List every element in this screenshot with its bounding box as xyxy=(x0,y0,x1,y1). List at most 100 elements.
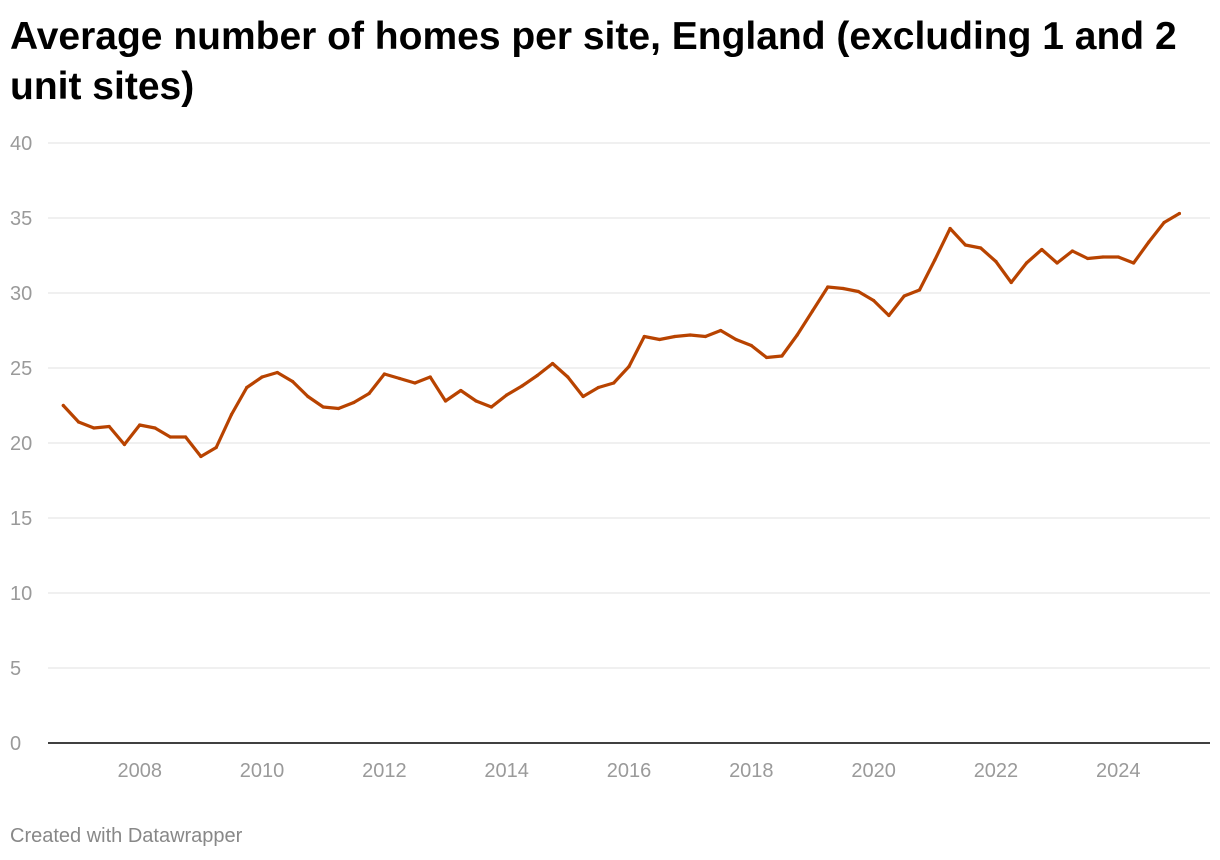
data-point xyxy=(275,370,279,375)
data-point xyxy=(642,334,646,339)
data-point xyxy=(306,394,310,399)
data-point xyxy=(566,375,570,379)
data-point xyxy=(489,405,493,409)
data-point xyxy=(184,435,188,439)
data-point xyxy=(1024,261,1029,265)
x-tick-label: 2024 xyxy=(1096,760,1141,782)
data-point xyxy=(948,226,952,231)
data-point xyxy=(1101,255,1105,259)
data-point xyxy=(413,381,417,385)
x-tick-label: 2012 xyxy=(362,760,407,782)
data-point xyxy=(657,337,662,342)
data-point xyxy=(872,298,876,303)
data-point xyxy=(550,361,555,366)
data-point xyxy=(260,375,264,379)
data-point xyxy=(917,288,922,292)
data-point xyxy=(933,258,937,262)
data-point xyxy=(352,400,356,405)
x-tick-label: 2008 xyxy=(117,760,162,782)
data-point xyxy=(902,294,906,298)
y-tick-label: 35 xyxy=(10,208,32,230)
data-point xyxy=(107,424,111,429)
data-point xyxy=(398,376,402,381)
data-point xyxy=(596,385,601,390)
y-tick-label: 20 xyxy=(10,433,32,455)
x-tick-label: 2014 xyxy=(484,760,529,782)
data-point xyxy=(474,399,478,403)
credit-footer: Created with Datawrapper xyxy=(10,825,243,847)
data-point xyxy=(199,454,203,459)
data-point xyxy=(229,412,234,417)
data-point xyxy=(795,333,799,337)
x-tick-label: 2016 xyxy=(607,760,652,782)
data-point xyxy=(505,393,509,397)
data-point xyxy=(1055,261,1059,265)
data-point xyxy=(1131,261,1136,265)
chart-title: Average number of homes per site, Englan… xyxy=(10,15,1177,108)
data-point xyxy=(1009,280,1013,285)
data-point xyxy=(122,442,127,447)
data-point xyxy=(1040,247,1044,252)
data-point xyxy=(1116,255,1120,259)
data-point xyxy=(841,286,845,291)
data-point xyxy=(168,435,172,439)
data-point xyxy=(92,426,96,430)
data-point xyxy=(749,343,753,348)
data-point xyxy=(719,328,723,333)
x-tick-label: 2010 xyxy=(240,760,285,782)
data-point xyxy=(153,426,157,430)
y-tick-label: 15 xyxy=(10,508,32,530)
gridlines xyxy=(48,142,1210,669)
y-axis-ticks: 0 5 10 15 20 25 30 35 40 xyxy=(10,133,32,755)
data-point xyxy=(780,354,784,358)
y-tick-label: 25 xyxy=(10,358,32,380)
data-point xyxy=(887,313,891,318)
data-point xyxy=(765,355,769,360)
y-tick-label: 5 xyxy=(10,658,21,680)
data-point xyxy=(367,391,371,396)
data-point xyxy=(336,406,341,411)
data-point xyxy=(581,394,585,399)
data-point xyxy=(734,337,738,342)
data-point xyxy=(61,403,65,408)
data-point xyxy=(428,375,432,379)
data-point xyxy=(382,372,386,376)
data-point xyxy=(1147,240,1151,244)
y-tick-label: 0 xyxy=(10,733,21,755)
data-point xyxy=(321,405,325,409)
x-axis-ticks: 2008 2010 2012 2014 2016 2018 2020 2022 2024 xyxy=(117,760,1140,782)
series-line-0 xyxy=(61,211,1182,459)
data-point xyxy=(291,379,295,384)
data-point xyxy=(459,388,463,393)
data-point xyxy=(810,309,815,313)
data-point xyxy=(826,285,830,289)
data-point xyxy=(627,364,631,369)
x-tick-label: 2020 xyxy=(851,760,896,782)
data-point xyxy=(856,289,860,294)
x-tick-label: 2018 xyxy=(729,760,774,782)
y-tick-label: 30 xyxy=(10,283,32,305)
data-point xyxy=(1086,256,1090,261)
data-point xyxy=(994,259,998,264)
data-point xyxy=(138,423,142,427)
data-point xyxy=(535,373,539,378)
data-point xyxy=(1070,249,1074,253)
data-point xyxy=(520,384,524,388)
data-point xyxy=(673,334,677,339)
data-point xyxy=(1162,220,1166,225)
data-point xyxy=(76,420,81,424)
y-tick-label: 10 xyxy=(10,583,32,605)
data-point xyxy=(963,243,967,247)
data-point xyxy=(1177,211,1182,216)
y-tick-label: 40 xyxy=(10,133,32,155)
data-point xyxy=(214,445,218,450)
data-point xyxy=(612,381,616,385)
data-point xyxy=(443,399,448,403)
x-tick-label: 2022 xyxy=(974,760,1019,782)
data-point xyxy=(703,334,708,339)
data-point xyxy=(688,333,692,337)
data-point xyxy=(245,385,249,390)
series-group xyxy=(61,211,1182,459)
data-point xyxy=(979,246,983,250)
